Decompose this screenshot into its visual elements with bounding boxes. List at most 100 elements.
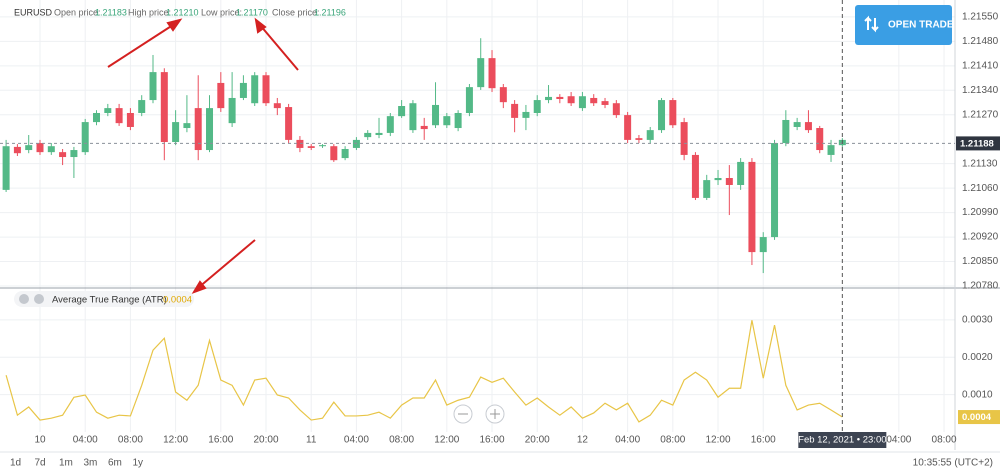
candle-body — [420, 125, 428, 130]
x-tick-label: 08:00 — [660, 435, 685, 446]
candle-body — [782, 119, 790, 144]
close-icon[interactable] — [19, 294, 29, 304]
candle-body — [635, 138, 643, 140]
candle-body — [36, 143, 44, 153]
candle-body — [771, 143, 779, 238]
candle-body — [2, 146, 10, 190]
range-button[interactable]: 1y — [133, 458, 144, 469]
candle-body — [93, 112, 101, 123]
candle-body — [115, 108, 123, 124]
candle-body — [364, 132, 372, 138]
candle-body — [70, 150, 78, 158]
ohlc-label: High price: — [128, 7, 171, 17]
candle-body — [816, 128, 824, 151]
candle-body — [194, 108, 202, 151]
range-button[interactable]: 1d — [10, 458, 21, 469]
x-tick-label: 08:00 — [118, 435, 143, 446]
candle-body — [725, 178, 733, 185]
ohlc-label: Open price: — [54, 7, 101, 17]
candle-body — [239, 82, 247, 98]
candle-body — [126, 112, 134, 127]
candle-body — [703, 180, 711, 198]
x-tick-label: 12:00 — [706, 435, 731, 446]
button-icon[interactable] — [864, 15, 879, 33]
atr-value-box — [958, 410, 1000, 425]
candle-body — [273, 103, 281, 109]
y-tick-label: 0.0010 — [962, 389, 993, 400]
candle-body — [556, 96, 564, 100]
candle-body — [793, 122, 801, 127]
ohlc-value: 1.21210 — [166, 7, 199, 17]
candle-body — [601, 101, 609, 105]
open-trade-button[interactable]: OPEN TRADE — [855, 5, 954, 45]
annotation-arrows — [107, 17, 299, 294]
x-tick-label: 20:00 — [253, 435, 278, 446]
candle-body — [578, 96, 586, 109]
x-tick-label: 16:00 — [480, 435, 505, 446]
y-tick-label: 1.21130 — [962, 158, 998, 169]
candle-body — [386, 116, 394, 133]
range-button[interactable]: 7d — [35, 458, 46, 469]
y-tick-label: 1.21480 — [962, 36, 999, 47]
candle-body — [149, 72, 157, 101]
y-tick-label: 1.21410 — [962, 60, 999, 71]
button-label[interactable]: OPEN TRADE — [888, 20, 954, 31]
y-tick-label: 0.0030 — [962, 315, 993, 326]
candle-body — [341, 148, 349, 159]
ohlc-label: Low price: — [201, 7, 242, 17]
candle-body — [398, 106, 406, 117]
candle-body — [409, 103, 417, 131]
x-tick-label: 16:00 — [751, 435, 776, 446]
candle-body — [477, 58, 485, 88]
button-bg[interactable] — [855, 5, 952, 45]
settings-icon[interactable] — [34, 294, 44, 304]
candle-body — [533, 100, 541, 113]
x-tick-label: 20:00 — [525, 435, 550, 446]
range-button[interactable]: 1m — [59, 458, 73, 469]
candle-body — [827, 145, 835, 155]
candle-body — [658, 100, 666, 131]
candle-body — [138, 100, 146, 113]
candle-body — [669, 100, 677, 126]
symbol: EURUSD — [14, 7, 53, 17]
candle-body — [172, 122, 180, 143]
candle-body — [454, 112, 462, 129]
x-tick-label: 12:00 — [163, 435, 188, 446]
x-tick-label: 12 — [577, 435, 589, 446]
y-tick-label: 1.20850 — [962, 256, 999, 267]
candle-body — [759, 237, 767, 253]
candle-body — [714, 178, 722, 181]
candle-body — [375, 132, 383, 136]
crosshair-label: Feb 12, 2021 • 23:00 — [798, 435, 886, 446]
candle-body — [59, 152, 67, 158]
x-tick-label: 12:00 — [434, 435, 459, 446]
y-tick-label: 1.20990 — [962, 207, 999, 218]
atr-line — [5, 320, 843, 423]
candle-body — [646, 130, 654, 140]
x-tick-label: 08:00 — [389, 435, 414, 446]
candle-body — [691, 154, 699, 198]
clock: 10:35:55 (UTC+2) — [913, 458, 993, 469]
current-price-box — [956, 136, 1000, 151]
x-tick-label: 04:00 — [615, 435, 640, 446]
range-button[interactable]: 3m — [84, 458, 98, 469]
y-tick-label: 1.20920 — [962, 232, 999, 243]
zoom-in-icon[interactable] — [490, 409, 500, 419]
candle-body — [319, 145, 327, 147]
candle-body — [217, 82, 225, 109]
x-tick-label: 04:00 — [886, 435, 911, 446]
candle-body — [285, 107, 293, 140]
candle-body — [81, 122, 89, 153]
candle-body — [25, 145, 33, 151]
candle-body — [296, 139, 304, 148]
candle-body — [330, 146, 338, 161]
ohlc-value: 1.21170 — [236, 7, 268, 17]
candle-body — [624, 115, 632, 140]
x-tick-label: 04:00 — [73, 435, 98, 446]
indicator-value: 0.0004 — [163, 295, 192, 306]
atr-value-label: 0.0004 — [962, 412, 992, 423]
y-tick-label: 1.21270 — [962, 109, 999, 120]
candle-body — [206, 108, 214, 151]
range-button[interactable]: 6m — [108, 458, 122, 469]
